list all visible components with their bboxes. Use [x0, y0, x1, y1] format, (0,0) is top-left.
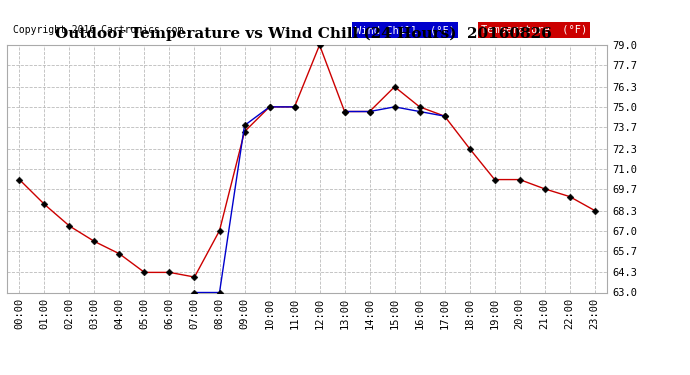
- Text: Outdoor Temperature vs Wind Chill (24 Hours)  20160826: Outdoor Temperature vs Wind Chill (24 Ho…: [55, 26, 552, 40]
- Text: Wind Chill  (°F): Wind Chill (°F): [355, 25, 455, 35]
- Text: Temperature  (°F): Temperature (°F): [481, 25, 587, 35]
- Text: Copyright 2016 Cartronics.com: Copyright 2016 Cartronics.com: [13, 25, 184, 35]
